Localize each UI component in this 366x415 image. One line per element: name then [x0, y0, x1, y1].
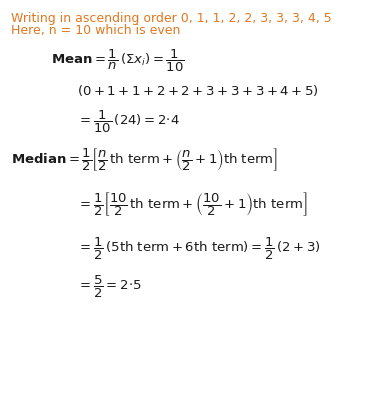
Text: $= \dfrac{1}{2}\left[\dfrac{10}{2}\,\mathrm{th\ term} + \left(\dfrac{10}{2} + 1\: $= \dfrac{1}{2}\left[\dfrac{10}{2}\,\mat… — [77, 190, 307, 218]
Text: Here, n = 10 which is even: Here, n = 10 which is even — [11, 24, 180, 37]
Text: $= \dfrac{1}{2}\,(\mathrm{5th\ term} + \mathrm{6th\ term}) = \dfrac{1}{2}\,(2 + : $= \dfrac{1}{2}\,(\mathrm{5th\ term} + \… — [77, 236, 321, 262]
Text: $(0 + 1 + 1 + 2 + 2 + 3 + 3 + 3 + 4 + 5)$: $(0 + 1 + 1 + 2 + 2 + 3 + 3 + 3 + 4 + 5)… — [77, 83, 319, 98]
Text: $= \dfrac{5}{2} = 2{\cdot}5$: $= \dfrac{5}{2} = 2{\cdot}5$ — [77, 274, 142, 300]
Text: $= \dfrac{1}{10}\,(24) = 2{\cdot}4$: $= \dfrac{1}{10}\,(24) = 2{\cdot}4$ — [77, 109, 180, 135]
Text: Writing in ascending order 0, 1, 1, 2, 2, 3, 3, 3, 4, 5: Writing in ascending order 0, 1, 1, 2, 2… — [11, 12, 332, 24]
Text: $\mathbf{Median} = \dfrac{1}{2}\left[\dfrac{n}{2}\,\mathrm{th\ term} + \left(\df: $\mathbf{Median} = \dfrac{1}{2}\left[\df… — [11, 146, 278, 173]
Text: $\mathbf{Mean} = \dfrac{1}{n}\,(\Sigma x_i) = \dfrac{1}{10}$: $\mathbf{Mean} = \dfrac{1}{n}\,(\Sigma x… — [51, 48, 185, 74]
